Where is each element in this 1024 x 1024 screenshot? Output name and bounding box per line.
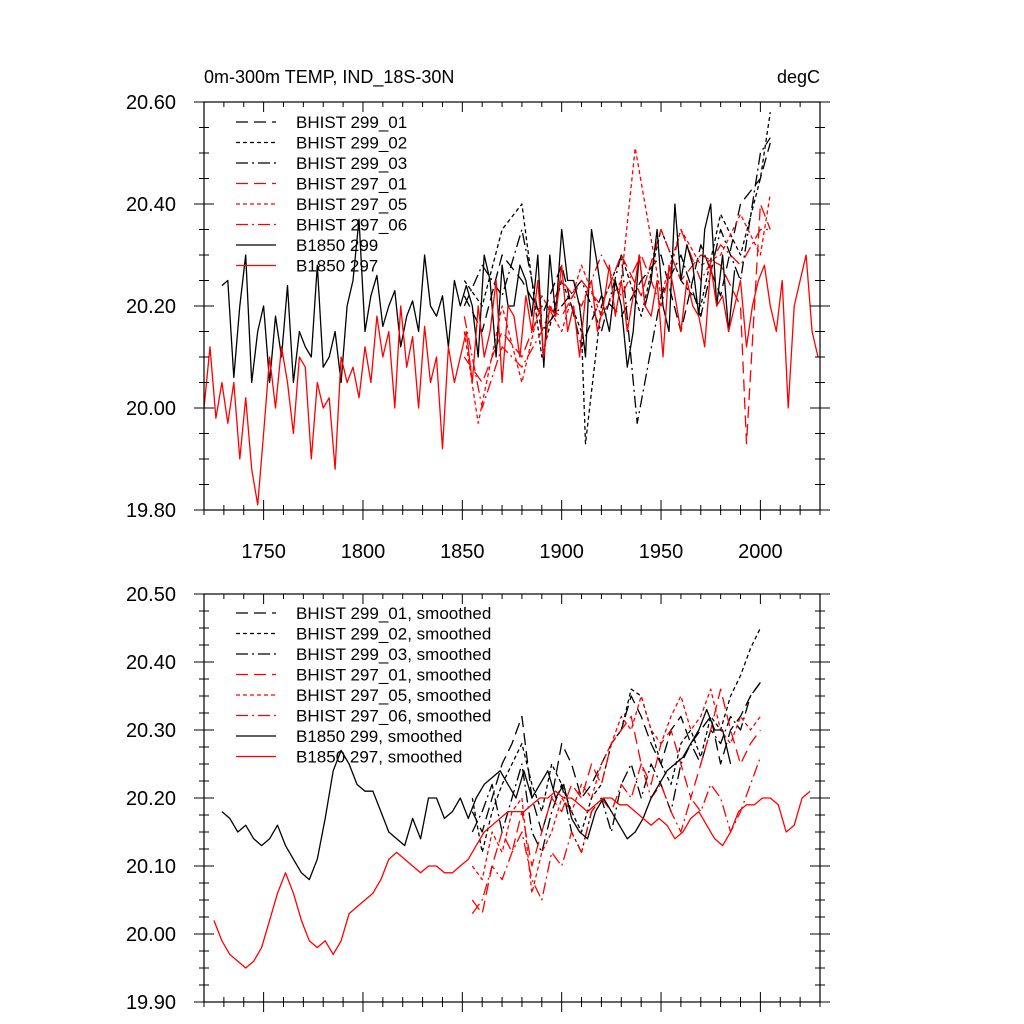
- x-tick-label: 1800: [341, 541, 386, 563]
- series-line-7: [221, 708, 732, 881]
- y-tick-label: 20.20: [126, 788, 176, 810]
- bottom-panel: 19.90 20.00 20.10 20.20 20.30 20.40 20.50 BHIS…: [126, 584, 830, 1014]
- y-tick-label: 19.90: [126, 992, 176, 1014]
- top-panel: 0m-300m TEMP, IND_18S-30N degC 1750 1800 1…: [126, 67, 830, 563]
- y-tick-label: 20.00: [126, 398, 176, 420]
- top-plot-frame: [203, 101, 821, 511]
- y-tick-label: 20.40: [126, 194, 176, 216]
- y-tick-label: 20.50: [126, 584, 176, 606]
- series-line-4: [463, 203, 771, 445]
- series-line-8: [204, 254, 819, 506]
- legend-label-6: BHIST 297_06: [296, 216, 407, 235]
- legend-label-7: B1850 299: [296, 236, 378, 255]
- x-tick-label: 1750: [241, 541, 286, 563]
- top-title-right: degC: [777, 67, 820, 87]
- top-axis-ticks: 1750 1800 1850 1900 1950 2000 19.80 20.00 20.20 2…: [126, 92, 830, 563]
- legend-label-3: BHIST 299_03: [296, 154, 407, 173]
- series-line-7: [221, 203, 736, 384]
- x-tick-label: 2000: [738, 541, 783, 563]
- legend-label-3: BHIST 299_03, smoothed: [296, 645, 491, 664]
- series-line-6: [471, 756, 762, 914]
- legend-label-4: BHIST 297_01, smoothed: [296, 666, 491, 685]
- top-title-left: 0m-300m TEMP, IND_18S-30N: [204, 67, 454, 88]
- legend-label-8: B1850 297: [296, 257, 378, 276]
- x-tick-label: 1850: [440, 541, 485, 563]
- y-tick-label: 20.40: [126, 652, 176, 674]
- legend-label-2: BHIST 299_02, smoothed: [296, 625, 491, 644]
- bottom-plot-frame: [203, 593, 821, 1003]
- y-tick-label: 20.20: [126, 296, 176, 318]
- y-tick-label: 20.30: [126, 720, 176, 742]
- series-line-5: [463, 147, 771, 424]
- legend-label-7: B1850 299, smoothed: [296, 727, 462, 746]
- series-line-3: [471, 682, 761, 854]
- bottom-legend: BHIST 299_01, smoothed BHIST 299_02, smoo…: [236, 604, 491, 767]
- y-tick-label: 20.60: [126, 92, 176, 114]
- legend-label-6: BHIST 297_06, smoothed: [296, 707, 491, 726]
- series-line-8: [213, 790, 811, 969]
- series-line-3: [463, 137, 771, 424]
- series-line-2: [471, 627, 761, 854]
- x-tick-label: 1900: [539, 541, 584, 563]
- bottom-series-layer: [213, 627, 811, 969]
- legend-label-5: BHIST 297_05: [296, 195, 407, 214]
- y-tick-label: 20.00: [126, 924, 176, 946]
- series-line-5: [471, 688, 761, 894]
- legend-label-2: BHIST 299_02: [296, 134, 407, 153]
- series-line-1: [463, 142, 771, 348]
- legend-label-8: B1850 297, smoothed: [296, 748, 462, 767]
- legend-label-5: BHIST 297_05, smoothed: [296, 686, 491, 705]
- legend-label-4: BHIST 297_01: [296, 175, 407, 194]
- y-tick-label: 19.80: [126, 500, 176, 522]
- series-line-6: [463, 228, 771, 409]
- x-tick-label: 1950: [639, 541, 684, 563]
- top-series-layer: [204, 112, 819, 506]
- legend-label-1: BHIST 299_01: [296, 113, 407, 132]
- y-tick-label: 20.10: [126, 856, 176, 878]
- legend-label-1: BHIST 299_01, smoothed: [296, 604, 491, 623]
